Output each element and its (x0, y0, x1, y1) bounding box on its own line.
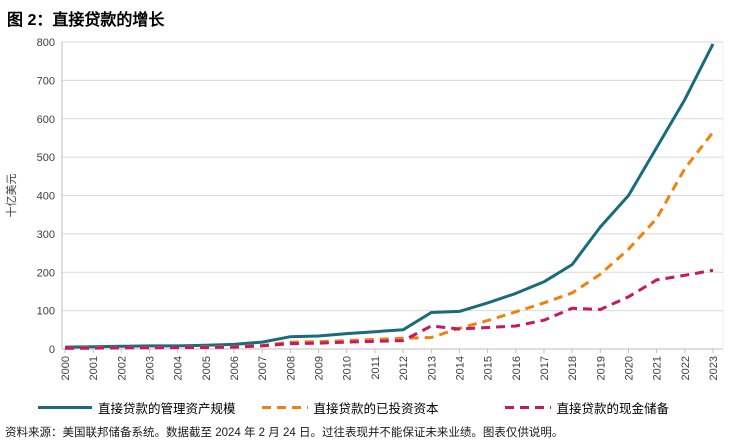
x-tick-label: 2004 (173, 356, 185, 380)
y-tick-label: 200 (37, 267, 55, 279)
chart-legend: 直接贷款的管理资产规模 直接贷款的已投资资本 直接贷款的现金储备 (38, 398, 669, 416)
chart-title: 图 2：直接贷款的增长 (7, 12, 165, 29)
x-tick-label: 2015 (483, 356, 495, 380)
x-tick-label: 2012 (398, 356, 410, 380)
x-tick-label: 2008 (285, 356, 297, 380)
x-tick-label: 2006 (229, 356, 241, 380)
y-tick-label: 0 (49, 344, 55, 356)
x-tick-label: 2007 (257, 356, 269, 380)
x-tick-label: 2013 (426, 356, 438, 380)
series-line-1 (64, 131, 715, 350)
legend-label-dry-powder: 直接贷款的现金储备 (556, 401, 670, 416)
y-tick-label: 800 (37, 37, 55, 49)
aum-line-swatch (38, 405, 92, 409)
y-tick-label: 100 (37, 306, 55, 318)
x-tick-label: 2009 (314, 356, 326, 380)
x-tick-label: 2001 (88, 356, 100, 380)
x-tick-label: 2011 (370, 356, 382, 380)
legend-item-invested: 直接贷款的已投资资本 (261, 398, 439, 417)
legend-item-dry-powder: 直接贷款的现金储备 (504, 398, 670, 417)
x-tick-label: 2010 (342, 356, 354, 380)
invested-capital-line-swatch (261, 405, 308, 409)
x-tick-label: 2003 (145, 356, 157, 380)
x-tick-label: 2014 (454, 356, 466, 380)
series-line-2 (65, 268, 714, 350)
source-note: 资料来源：美国联邦储备系统。数据截至 2024 年 2 月 24 日。过往表现并… (5, 427, 564, 439)
line-chart: 0 100 200 300 400 500 600 700 800 十亿美元 2000 2001 200… (4, 37, 724, 380)
legend-item-aum: 直接贷款的管理资产规模 (38, 398, 236, 417)
dry-powder-line-swatch (504, 405, 551, 409)
x-tick-label: 2016 (511, 356, 523, 380)
x-tick-label: 2019 (595, 356, 607, 380)
x-tick-label: 2005 (201, 356, 213, 380)
y-tick-label: 400 (37, 191, 55, 203)
y-axis-title: 十亿美元 (4, 174, 18, 218)
x-tick-label: 2023 (708, 356, 720, 380)
y-tick-label: 600 (37, 114, 55, 126)
x-tick-label: 2000 (60, 356, 72, 380)
x-tick-label: 2020 (623, 356, 635, 380)
x-tick-label: 2018 (567, 356, 579, 380)
series-line-0 (64, 43, 715, 349)
x-tick-label: 2021 (652, 356, 664, 380)
x-tick-label: 2002 (116, 356, 128, 380)
legend-label-aum: 直接贷款的管理资产规模 (98, 401, 236, 416)
x-tick-label: 2017 (539, 356, 551, 380)
y-tick-label: 300 (37, 229, 55, 241)
y-tick-label: 700 (37, 75, 55, 87)
x-tick-label: 2022 (680, 356, 692, 380)
legend-label-invested: 直接贷款的已投资资本 (313, 401, 439, 416)
y-tick-label: 500 (37, 152, 55, 164)
